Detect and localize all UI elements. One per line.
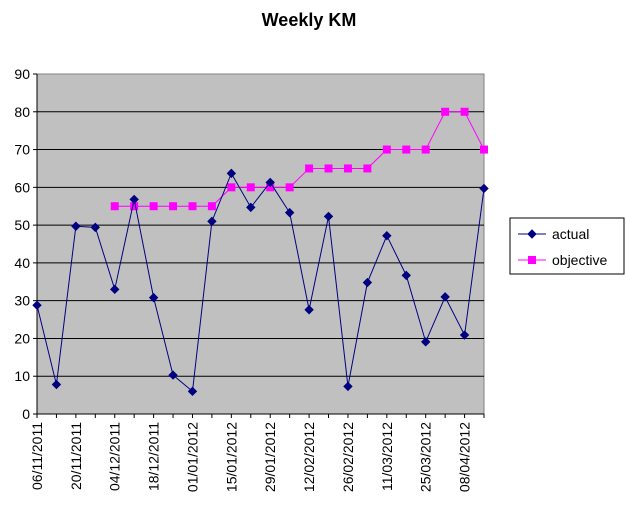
x-tick-label: 26/02/2012 <box>340 422 356 492</box>
data-point-objective <box>227 183 236 192</box>
legend-label-objective: objective <box>552 252 607 268</box>
y-tick-label: 70 <box>14 142 30 158</box>
data-point-objective <box>441 107 450 116</box>
series-layer <box>32 107 489 397</box>
data-point-actual <box>90 222 101 233</box>
y-tick-label: 10 <box>14 368 30 384</box>
data-point-objective <box>363 164 372 173</box>
data-point-actual <box>207 216 217 227</box>
data-point-actual <box>187 386 198 397</box>
data-point-actual <box>304 305 314 315</box>
data-point-objective <box>110 202 119 211</box>
legend: actual objective <box>509 217 625 275</box>
data-point-objective <box>246 183 255 192</box>
data-point-actual <box>343 381 353 392</box>
legend-box <box>509 217 625 275</box>
data-point-actual <box>148 292 159 303</box>
data-point-actual <box>110 284 120 295</box>
data-point-objective <box>130 202 139 211</box>
data-point-actual <box>420 337 431 347</box>
data-point-actual <box>71 221 81 231</box>
data-point-actual <box>382 230 392 241</box>
y-tick-label: 90 <box>14 66 30 82</box>
data-point-objective <box>266 183 275 192</box>
x-tick-label: 12/02/2012 <box>301 422 317 492</box>
data-point-objective <box>305 164 314 173</box>
data-point-actual <box>440 292 450 302</box>
x-tick-label: 25/03/2012 <box>418 422 434 492</box>
data-point-actual <box>129 194 139 205</box>
legend-label-actual: actual <box>552 226 589 242</box>
series-line-actual <box>36 172 485 393</box>
x-tick-label: 18/12/2011 <box>146 422 162 491</box>
series-objective <box>110 107 488 211</box>
data-point-objective <box>343 164 352 173</box>
y-axis: 0 10 20 30 40 50 60 70 80 90 <box>14 66 38 422</box>
y-tick-label: 20 <box>14 330 30 346</box>
legend-marker-actual <box>527 229 537 239</box>
x-tick-label: 08/04/2012 <box>457 422 473 492</box>
data-point-objective <box>382 145 391 154</box>
plot-area <box>36 73 485 415</box>
data-point-objective <box>207 202 216 211</box>
data-point-objective <box>460 107 469 116</box>
data-point-objective <box>169 202 178 211</box>
x-tick-label: 01/01/2012 <box>184 422 200 492</box>
data-point-actual <box>284 207 295 218</box>
series-actual <box>32 168 489 397</box>
x-tick-label: 04/12/2011 <box>107 422 123 491</box>
data-point-objective <box>402 145 411 154</box>
data-point-actual <box>362 277 373 288</box>
data-point-actual <box>323 211 334 222</box>
data-point-objective <box>324 164 333 173</box>
data-point-actual <box>168 370 178 380</box>
data-point-objective <box>480 145 488 154</box>
x-tick-label: 29/01/2012 <box>262 422 278 492</box>
y-tick-label: 30 <box>14 293 30 309</box>
chart-title: Weekly KM <box>262 10 357 30</box>
x-axis: 06/11/2011 20/11/2011 04/12/2011 18/12/2011… <box>29 413 485 492</box>
data-point-actual <box>51 379 62 390</box>
x-tick-label: 15/01/2012 <box>223 422 239 492</box>
x-tick-label: 11/03/2012 <box>379 422 395 491</box>
data-point-actual <box>459 330 470 340</box>
data-point-objective <box>285 183 294 192</box>
x-tick-label: 06/11/2011 <box>29 422 45 490</box>
data-point-objective <box>149 202 158 211</box>
data-point-actual <box>265 177 275 188</box>
y-tick-label: 0 <box>22 406 30 422</box>
y-tick-label: 80 <box>14 104 30 120</box>
y-tick-label: 40 <box>14 255 30 271</box>
legend-marker-objective <box>528 256 536 264</box>
data-point-actual <box>226 168 237 179</box>
data-point-actual <box>479 183 489 194</box>
data-point-actual <box>401 270 411 281</box>
data-point-actual <box>246 202 256 213</box>
y-tick-label: 60 <box>14 179 30 195</box>
x-tick-label: 20/11/2011 <box>68 422 84 490</box>
y-tick-label: 50 <box>14 217 30 233</box>
data-point-objective <box>188 202 197 211</box>
data-point-actual <box>32 300 42 310</box>
data-point-objective <box>421 145 430 154</box>
